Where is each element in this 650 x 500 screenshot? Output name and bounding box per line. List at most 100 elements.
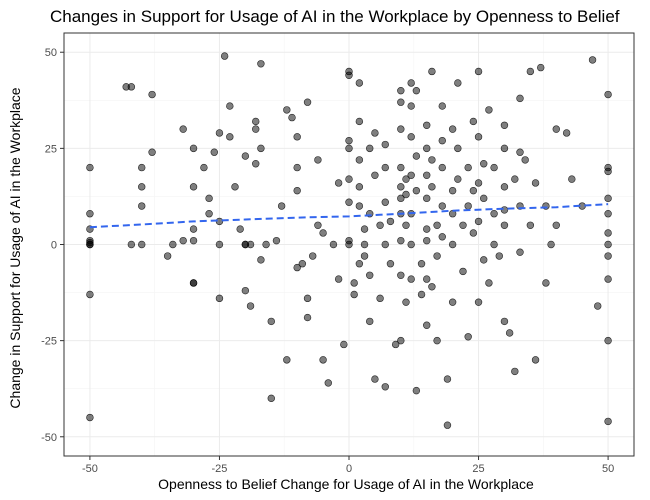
data-point: [526, 67, 535, 76]
data-point: [433, 336, 441, 345]
data-point: [241, 286, 250, 295]
data-point: [355, 156, 364, 164]
data-point: [189, 236, 198, 245]
data-point: [179, 236, 187, 245]
data-point: [86, 290, 94, 299]
data-point: [277, 202, 286, 210]
data-point: [205, 194, 213, 203]
data-point: [469, 229, 478, 237]
data-point: [267, 394, 275, 403]
data-point: [376, 221, 384, 229]
data-point: [407, 79, 415, 87]
data-point: [148, 148, 156, 156]
data-point: [371, 171, 379, 179]
data-point: [324, 379, 332, 387]
data-point: [464, 202, 472, 210]
data-point: [236, 225, 244, 233]
data-point: [252, 125, 260, 133]
data-point: [500, 144, 509, 153]
data-point: [511, 175, 519, 183]
data-point: [293, 186, 301, 195]
data-point: [485, 279, 493, 287]
x-axis-title: Openness to Belief Change for Usage of A…: [158, 476, 534, 492]
data-point: [428, 67, 436, 76]
trend-line: [89, 203, 609, 229]
trend-layer: [89, 203, 609, 229]
data-point: [402, 190, 410, 199]
data-point: [314, 156, 322, 164]
data-point: [474, 298, 483, 306]
data-point: [127, 83, 136, 91]
y-tick-label: -50: [41, 432, 57, 444]
data-point: [215, 129, 224, 137]
data-point: [319, 229, 327, 237]
data-point: [86, 163, 94, 172]
data-point: [138, 240, 146, 249]
data-point: [448, 125, 457, 133]
data-point: [464, 333, 472, 341]
data-point: [604, 229, 612, 237]
data-point: [417, 260, 426, 268]
data-point: [366, 144, 374, 153]
data-point: [334, 275, 343, 283]
data-point: [257, 256, 265, 264]
data-point: [138, 202, 146, 210]
data-point: [283, 356, 291, 364]
data-point: [433, 252, 441, 260]
data-point: [397, 194, 405, 203]
data-point: [246, 302, 255, 310]
data-point: [531, 356, 540, 364]
data-point: [604, 194, 612, 203]
data-point: [252, 160, 260, 168]
data-point: [397, 336, 405, 345]
data-point: [148, 90, 156, 99]
data-point: [366, 317, 374, 326]
data-point: [241, 152, 250, 160]
data-point: [303, 294, 312, 303]
data-point: [448, 186, 457, 195]
data-point: [443, 421, 452, 429]
data-point: [257, 144, 265, 153]
data-point: [345, 136, 353, 145]
data-point: [443, 375, 452, 383]
data-point: [360, 225, 369, 233]
data-point: [552, 221, 560, 229]
data-point: [205, 210, 213, 218]
data-point: [516, 94, 524, 103]
data-point: [391, 340, 400, 349]
data-point: [262, 240, 270, 249]
data-point: [516, 148, 524, 156]
data-point: [490, 210, 498, 218]
data-point: [86, 413, 94, 422]
data-point: [438, 163, 446, 172]
data-point: [371, 375, 379, 383]
data-point: [283, 106, 291, 114]
data-points: [86, 52, 612, 429]
data-point: [386, 217, 395, 226]
data-point: [454, 79, 462, 87]
data-point: [500, 121, 509, 129]
data-point: [381, 140, 389, 149]
data-point: [423, 171, 431, 179]
data-point: [86, 240, 94, 249]
data-point: [334, 179, 343, 187]
data-point: [423, 144, 431, 153]
data-point: [423, 321, 431, 329]
data-point: [163, 252, 172, 260]
data-point: [531, 179, 540, 187]
data-point: [516, 248, 524, 256]
data-point: [226, 102, 234, 110]
x-tick-label: 50: [602, 463, 614, 475]
data-point: [345, 144, 353, 153]
data-point: [474, 179, 483, 187]
data-point: [500, 206, 509, 214]
data-point: [288, 113, 296, 122]
data-point: [360, 240, 369, 249]
data-point: [485, 106, 493, 114]
data-point: [604, 167, 612, 176]
data-point: [562, 129, 571, 137]
data-point: [474, 67, 483, 76]
data-point: [355, 79, 364, 87]
data-point: [210, 148, 218, 156]
